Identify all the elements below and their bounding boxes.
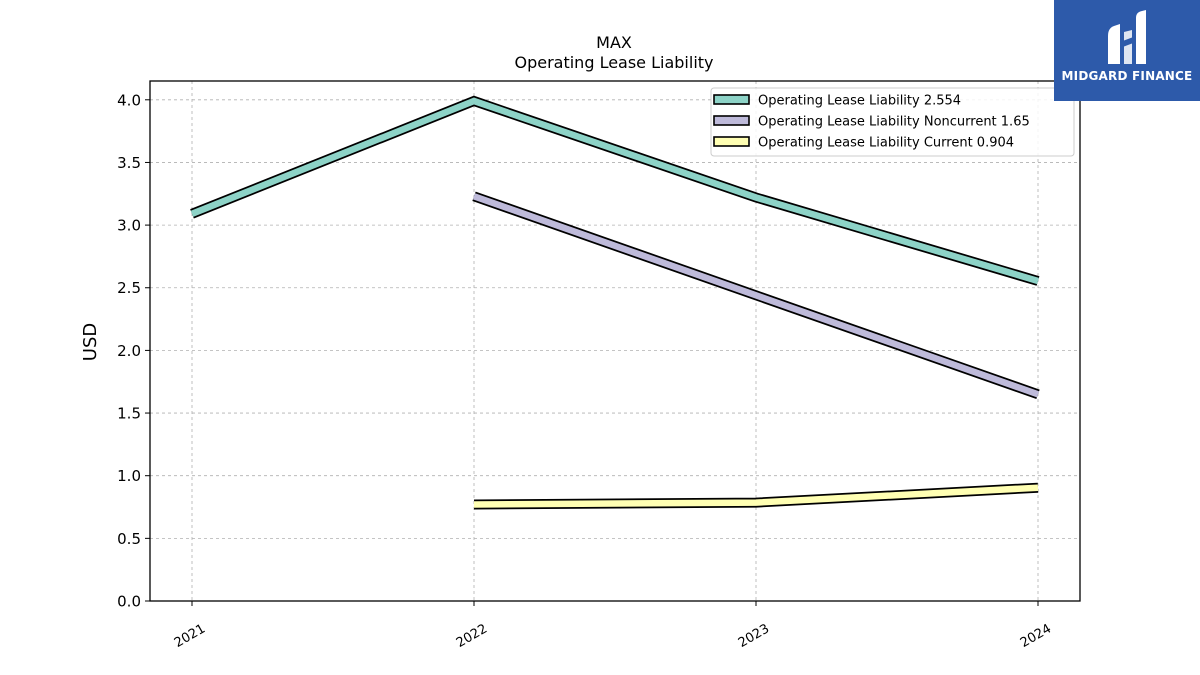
x-tick-label: 2023: [736, 621, 772, 651]
midgard-finance-logo: MIDGARD FINANCE: [1054, 0, 1200, 101]
y-axis-label: USD: [80, 323, 101, 361]
series-line: [190, 97, 1039, 285]
y-tick-label: 3.5: [117, 154, 141, 172]
chart-title: MAX: [596, 33, 632, 52]
y-tick-label: 3.0: [117, 217, 141, 235]
series-lines: [190, 95, 1040, 510]
legend-label: Operating Lease Liability 2.554: [758, 94, 961, 109]
x-tick-label: 2022: [454, 621, 490, 651]
y-tick-label: 1.5: [117, 405, 141, 423]
logo-mark-icon: [1108, 10, 1146, 64]
series-line: [473, 484, 1039, 508]
legend-swatch: [713, 136, 750, 147]
grid: [150, 81, 1080, 602]
y-tick-label: 2.5: [117, 279, 141, 297]
y-tick-label: 1.0: [117, 467, 141, 485]
legend-swatch: [713, 115, 750, 126]
logo-text: MIDGARD FINANCE: [1061, 69, 1193, 83]
chart-subtitle: Operating Lease Liability: [514, 53, 713, 72]
legend-label: Operating Lease Liability Noncurrent 1.6…: [758, 115, 1030, 130]
series-line: [472, 193, 1040, 398]
y-tick-label: 0.5: [117, 530, 141, 548]
y-tick-label: 0.0: [117, 593, 141, 611]
plot-frame: [149, 80, 1081, 602]
legend-label: Operating Lease Liability Current 0.904: [758, 136, 1014, 151]
x-tick-label: 2024: [1018, 621, 1054, 651]
axes: 0.0 0.5 1.0 1.5 2.0 2.5 3.0 3.5 4.0 2021 2022 2023 2…: [117, 80, 1081, 651]
legend: Operating Lease Liability 2.554 Operating…: [710, 87, 1075, 157]
legend-box: [710, 87, 1075, 157]
y-tick-label: 4.0: [117, 91, 141, 109]
y-tick-label: 2.0: [117, 342, 141, 360]
legend-swatch: [713, 94, 750, 105]
x-tick-label: 2021: [172, 621, 208, 651]
